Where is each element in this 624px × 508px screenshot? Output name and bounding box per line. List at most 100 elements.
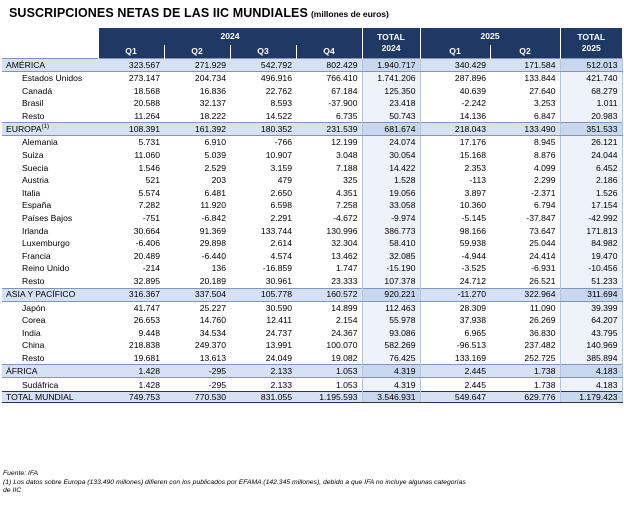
table-cell: 30.054 [361,148,421,162]
row-label: Países Bajos [2,212,98,225]
table-cell: -751 [142,213,160,224]
region-row: EUROPA(1) 108.391 161.392 180.352 231.539 681… [2,122,623,137]
row-label-text: Canadá [22,85,53,96]
table-cell: 133.169 [454,352,486,363]
header-year-2024: 2024 [97,28,362,45]
table-cell: -10.456 [559,262,623,275]
row-label: TOTAL MUNDIAL [2,391,98,404]
table-cell: 27.640 [529,85,556,96]
table-cell: 39.399 [559,301,623,315]
row-label-text: Estados Unidos [22,73,83,84]
row-label-text: Sudáfrica [22,379,59,390]
table-cell: 237.482 [524,340,556,351]
row-label-text: Reino Unido [22,263,70,274]
row-label-text: Francia [22,250,51,261]
table-cell: 30.961 [265,276,292,286]
row-label: Sudáfrica [2,378,98,392]
table-cell: 40.639 [459,85,486,96]
table-cell: 15.168 [459,150,486,161]
header-blank [2,28,98,45]
country-row: Países Bajos -751 -6.842 2.291 -4.672 -9.974 -… [2,211,623,225]
table-cell: 100.070 [326,340,358,351]
table-cell: 14.422 [361,161,421,175]
table-cell: 98.166 [459,225,486,236]
table-cell: 4.183 [559,377,623,392]
table-cell: 59.938 [459,238,486,249]
table-cell: 7.258 [335,200,358,211]
row-label-text: ÁFRICA [6,366,38,377]
table-cell: -214 [142,263,160,274]
table-cell: 107.378 [361,274,421,288]
table-cell: 36.830 [529,327,556,338]
table-title: SUSCRIPCIONES NETAS DE LAS IIC MUNDIALES… [9,4,389,22]
table-cell: -295 [208,379,226,390]
table-cell: 55.978 [361,314,421,327]
row-label: Austria [2,174,98,187]
country-row: Brasil 20.588 32.137 8.593 -37.900 23.418 -2.2… [2,97,623,110]
row-label-text: ASIA Y PACÍFICO [6,289,76,300]
table-cell: 6.481 [204,187,226,198]
header-year-2025: 2025 [419,28,560,45]
table-cell: 3.897 [464,187,486,198]
country-row: Italia 5.574 6.481 2.650 4.351 19.056 3.897 -2.… [2,186,623,200]
table-cell: 64.207 [559,314,623,327]
country-row: China 218.838 249.370 13.991 100.070 582.269 -… [2,339,623,352]
row-label-text: Resto [22,110,45,121]
row-label: China [2,339,98,352]
table-cell: 582.269 [361,339,421,352]
table-cell: 76.425 [361,351,421,365]
table-cell: -3.525 [461,263,486,274]
header-q4-2024: Q4 [295,45,362,59]
table-cell: 549.647 [420,391,490,404]
table-cell: 50.743 [361,109,421,123]
table-cell: 24.414 [529,250,556,261]
header-q3-2024: Q3 [229,45,296,59]
table-cell: 5.574 [138,187,160,198]
row-label: Resto [2,110,98,123]
row-label-text: Resto [22,352,45,363]
total-row: TOTAL MUNDIAL 749.753 770.530 831.055 1.195.… [2,391,623,404]
row-label: Suiza [2,149,98,162]
table-cell: 17.154 [559,199,623,212]
table-cell: 479 [277,175,292,186]
header-q1-2024: Q1 [97,45,164,59]
table-cell: 2.133 [270,379,292,390]
subscriptions-table: 2024 TOTAL 2024 2025 TOTAL 2025 Q1 Q2 Q3 Q… [2,28,623,404]
table-cell: 12.199 [331,137,358,148]
table-cell: -37.900 [328,98,358,109]
country-row: Corea 26.653 14.760 12.411 2.154 55.978 37.938… [2,314,623,327]
table-cell: 41.747 [133,302,160,313]
table-cell: 84.982 [559,237,623,250]
table-cell: 16.836 [199,85,226,96]
table-cell: 8.945 [533,137,556,148]
table-cell: 43.795 [559,326,623,340]
table-cell: 340.429 [420,58,490,72]
table-cell: 1.741.206 [361,71,421,85]
table-cell: 7.282 [138,200,160,211]
table-cell: 831.055 [230,391,296,404]
row-label-text: Resto [22,276,45,286]
table-cell: 6.735 [335,110,358,121]
table-cell: 19.056 [361,186,421,200]
table-cell: 802.429 [296,58,362,72]
row-label: España [2,199,98,212]
table-cell: 512.013 [559,58,623,72]
table-cell: 6.910 [204,137,226,148]
header-total-2025: TOTAL 2025 [559,28,622,59]
region-row: AMÉRICA 323.567 271.929 542.792 802.429 1.940… [2,58,623,72]
row-label-text: Suiza [22,150,44,161]
table-cell: 23.418 [361,97,421,110]
row-label: Luxemburgo [2,237,98,250]
table-cell: 18.568 [133,85,160,96]
title-text: SUSCRIPCIONES NETAS DE LAS IIC MUNDIALES [9,6,308,20]
country-row: Austria 521 203 479 325 1.528 -113 2.299 2.186 [2,174,623,187]
table-cell: 2.299 [533,175,556,186]
table-cell: 2.133 [230,364,296,379]
table-cell: 6.598 [270,200,292,211]
table-cell: 6.794 [533,200,556,211]
country-row: Irlanda 30.664 91.369 133.744 130.996 386.773… [2,224,623,238]
table-cell: 10.907 [265,150,292,161]
table-cell: 3.546.931 [361,391,421,404]
table-cell: 24.049 [265,352,292,363]
table-cell: 67.184 [331,85,358,96]
